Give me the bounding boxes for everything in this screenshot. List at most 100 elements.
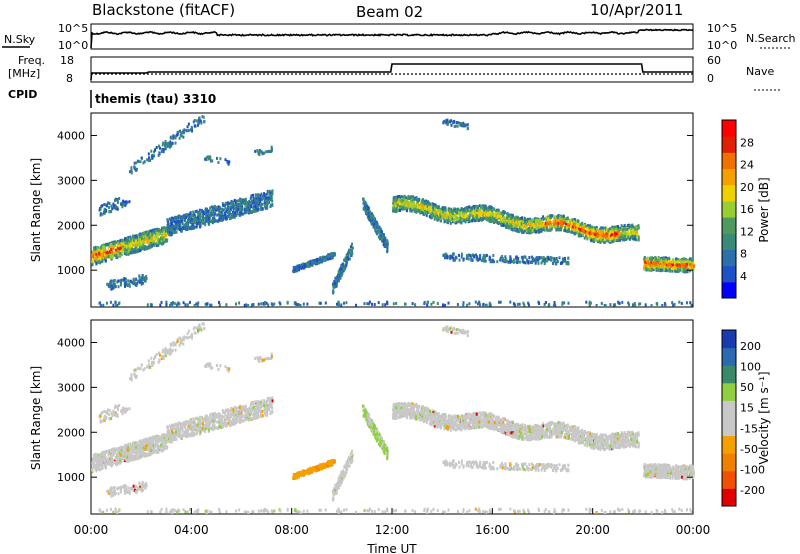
power-cell: [173, 226, 175, 230]
power-cell: [664, 258, 667, 262]
power-cell: [121, 278, 124, 282]
power-cell: [527, 301, 530, 305]
power-cell: [145, 275, 148, 278]
power-cell: [555, 222, 558, 226]
power-cell: [114, 204, 117, 208]
power-cell: [265, 196, 268, 200]
power-cell: [196, 303, 199, 307]
power-cell: [342, 267, 345, 271]
power-cell: [499, 215, 502, 219]
power-cell: [129, 243, 132, 247]
power-cell: [337, 273, 339, 277]
power-cell: [504, 221, 507, 225]
power-cell: [515, 216, 518, 220]
power-cell: [485, 213, 488, 217]
power-cell: [153, 240, 156, 244]
power-cell: [402, 201, 405, 205]
power-cell: [234, 200, 237, 204]
power-cell: [574, 219, 577, 223]
power-cell: [681, 263, 684, 266]
power-cell: [676, 263, 679, 267]
power-cell: [249, 205, 252, 209]
power-cell: [467, 257, 470, 261]
power-cell: [542, 256, 545, 260]
power-cell: [232, 204, 235, 208]
power-cell: [557, 225, 559, 229]
power-cell: [322, 255, 325, 259]
power-cell: [568, 222, 571, 225]
power-cell: [100, 246, 102, 250]
power-cell: [254, 193, 257, 197]
power-cell: [405, 209, 408, 213]
power-cell: [472, 210, 475, 214]
power-cell: [392, 201, 395, 205]
power-cell: [267, 303, 270, 307]
power-cell: [556, 260, 559, 263]
power-cell: [239, 207, 242, 210]
power-cell: [190, 125, 193, 129]
power-cell: [544, 260, 547, 264]
power-cell: [597, 229, 600, 233]
power-cell: [386, 248, 389, 252]
power-cell: [337, 300, 340, 304]
power-cell: [602, 230, 605, 233]
power-cell: [266, 206, 269, 210]
power-cell: [319, 260, 322, 264]
nsearch-label: N.Search: [746, 32, 796, 45]
power-cell: [211, 219, 214, 223]
power-cell: [491, 209, 494, 213]
power-cell: [564, 218, 567, 222]
power-cell: [488, 258, 491, 261]
power-cell: [513, 224, 516, 228]
power-cell: [259, 150, 262, 153]
power-cell: [457, 121, 460, 125]
power-cell: [173, 301, 176, 305]
power-cell: [473, 255, 476, 259]
power-cell: [216, 213, 219, 217]
power-cell: [212, 212, 215, 216]
power-cell: [617, 300, 619, 304]
power-cell: [688, 269, 691, 273]
freq-left-bottom: 8: [66, 72, 73, 85]
power-cell: [306, 302, 309, 306]
power-cell: [207, 221, 210, 225]
power-cell: [436, 218, 439, 222]
power-cell: [489, 260, 492, 264]
power-cell: [259, 200, 262, 203]
power-cell: [205, 156, 208, 160]
power-cell: [335, 276, 338, 280]
power-cell: [631, 236, 634, 240]
power-cell: [161, 226, 163, 230]
power-cell: [366, 302, 369, 306]
power-cell: [200, 121, 203, 125]
power-cell: [130, 251, 132, 255]
power-cell: [669, 269, 672, 273]
power-cell: [102, 245, 105, 249]
power-cell: [417, 209, 420, 213]
power-cell: [537, 226, 540, 230]
power-cell: [238, 209, 241, 213]
power-cell: [476, 212, 478, 215]
power-cell: [544, 222, 547, 226]
power-cell: [240, 205, 242, 209]
power-cell: [453, 125, 456, 128]
power-cell: [453, 217, 456, 220]
power-cell: [241, 208, 244, 212]
power-cell: [386, 250, 389, 254]
power-cell: [560, 220, 563, 224]
power-cell: [619, 235, 622, 239]
power-cell: [168, 142, 171, 146]
power-cell: [148, 230, 151, 234]
power-scatter: [91, 115, 695, 308]
power-cell: [531, 229, 534, 233]
power-cell: [638, 302, 641, 306]
power-cell: [121, 205, 124, 209]
power-cell: [617, 233, 620, 237]
power-cell: [349, 248, 352, 252]
power-cell: [130, 171, 133, 175]
power-cell: [174, 216, 177, 220]
power-cell: [554, 259, 557, 263]
power-cell: [134, 238, 137, 242]
nave-label: Nave: [746, 65, 774, 78]
power-cell: [139, 245, 142, 249]
